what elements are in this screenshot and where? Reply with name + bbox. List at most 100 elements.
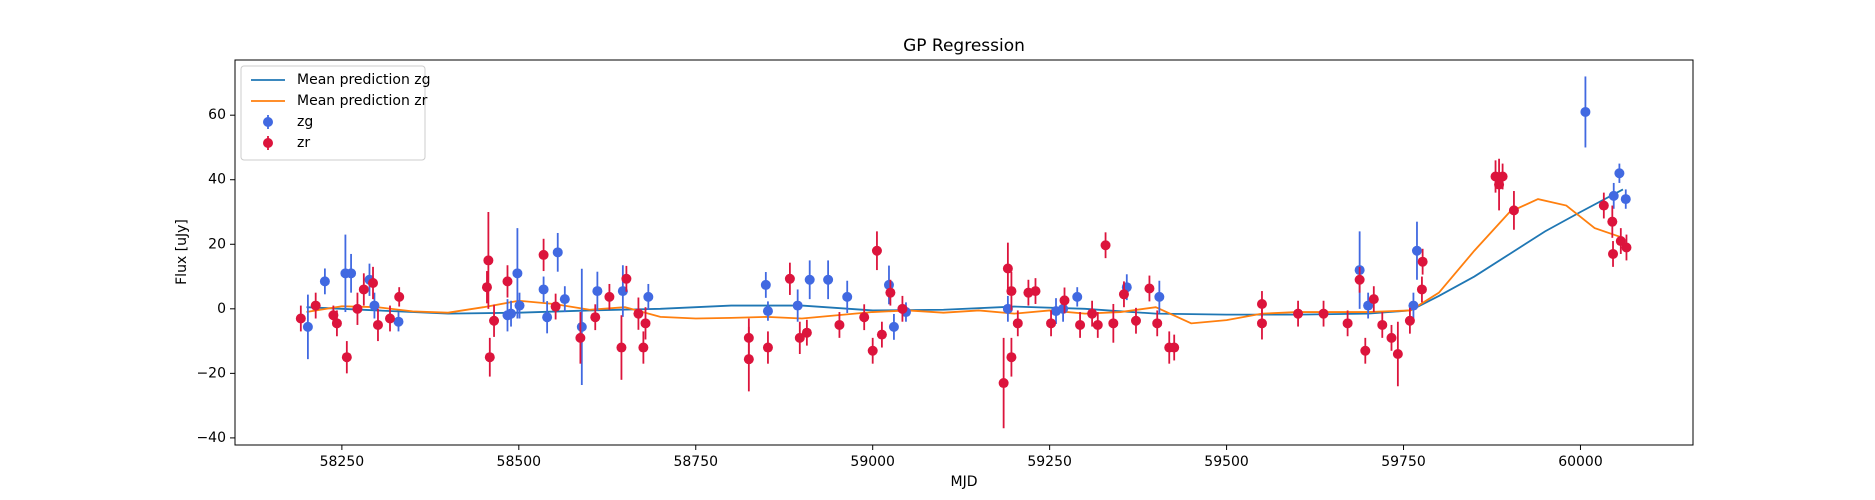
data-point [1363,300,1374,311]
data-point [1006,286,1017,297]
data-point [643,291,654,302]
data-point [762,342,773,353]
data-point [1256,318,1267,329]
x-tick-label: 58750 [673,454,718,470]
data-point [1002,303,1013,314]
y-tick-label: 40 [208,172,226,188]
data-point [1072,291,1083,302]
data-point [801,327,812,338]
data-point [633,308,644,319]
data-point [1342,318,1353,329]
legend-label: zg [297,114,313,130]
data-point [1318,308,1329,319]
data-point [876,329,887,340]
data-point [823,274,834,285]
data-point [1012,318,1023,329]
data-point [1354,274,1365,285]
data-point [604,291,615,302]
data-point [804,274,815,285]
data-point [559,294,570,305]
legend-label: zr [297,135,310,151]
data-point [506,308,517,319]
data-point [514,300,525,311]
data-point [1598,200,1609,211]
data-point [640,318,651,329]
data-point [760,279,771,290]
mean-line [306,198,1624,325]
data-point [1497,171,1508,182]
y-tick-label: 0 [217,301,226,317]
data-point [385,313,396,324]
plot-area [295,76,1632,429]
data-point [842,291,853,302]
data-point [369,300,380,311]
data-point [1404,315,1415,326]
data-point [352,303,363,314]
data-point [483,255,494,266]
data-point [1494,179,1505,190]
x-tick-label: 60000 [1558,454,1603,470]
data-point [1607,216,1618,227]
data-point [1154,291,1165,302]
data-point [1006,352,1017,363]
data-point [1100,240,1111,251]
data-point [1030,286,1041,297]
data-point [792,300,803,311]
data-point [621,273,632,284]
axes-frame [234,59,1694,446]
data-point [538,284,549,295]
data-point [834,319,845,330]
data-point [1169,342,1180,353]
data-point [502,276,513,287]
data-point [1490,171,1501,182]
data-point [1130,315,1141,326]
data-point [575,332,586,343]
data-point [590,312,601,323]
data-point [592,286,603,297]
data-point [998,378,1009,389]
x-tick-label: 59750 [1381,454,1426,470]
y-axis-label: Flux [uJy] [174,219,190,285]
data-point [1046,318,1057,329]
data-point [1118,289,1129,300]
data-point [794,332,805,343]
x-tick-label: 58500 [497,454,542,470]
data-point [867,345,878,356]
data-point [616,342,627,353]
x-tick-label: 59500 [1204,454,1249,470]
data-point [1608,190,1619,201]
legend: Mean prediction zg Mean prediction zr zg zr [240,65,431,161]
data-point [1508,205,1519,216]
data-point [1621,242,1632,253]
y-tick-label: 60 [208,107,226,123]
data-point [319,276,330,287]
data-point [617,286,628,297]
data-point [328,310,339,321]
data-point [1087,308,1098,319]
data-point [550,301,561,312]
data-point [1108,318,1119,329]
data-point [1416,284,1427,295]
data-point [1614,168,1625,179]
data-point [1580,106,1591,117]
legend-box [240,65,426,161]
legend-marker [263,117,273,127]
data-point [489,315,500,326]
data-point [743,354,754,365]
x-axis-label: MJD [951,474,978,490]
y-tick-label: 20 [208,236,226,252]
data-point [346,268,357,279]
ticks: 58250 58500 58750 59000 59250 59500 59750 60000… [196,107,1602,470]
data-point [484,352,495,363]
data-point [310,300,321,311]
data-point [888,321,899,332]
data-point [1256,298,1267,309]
x-tick-label: 58250 [320,454,365,470]
data-point [481,282,492,293]
data-point [394,291,405,302]
data-point [393,316,404,327]
x-tick-label: 59250 [1027,454,1072,470]
data-point [1075,319,1086,330]
data-point [1368,294,1379,305]
data-point [1360,345,1371,356]
